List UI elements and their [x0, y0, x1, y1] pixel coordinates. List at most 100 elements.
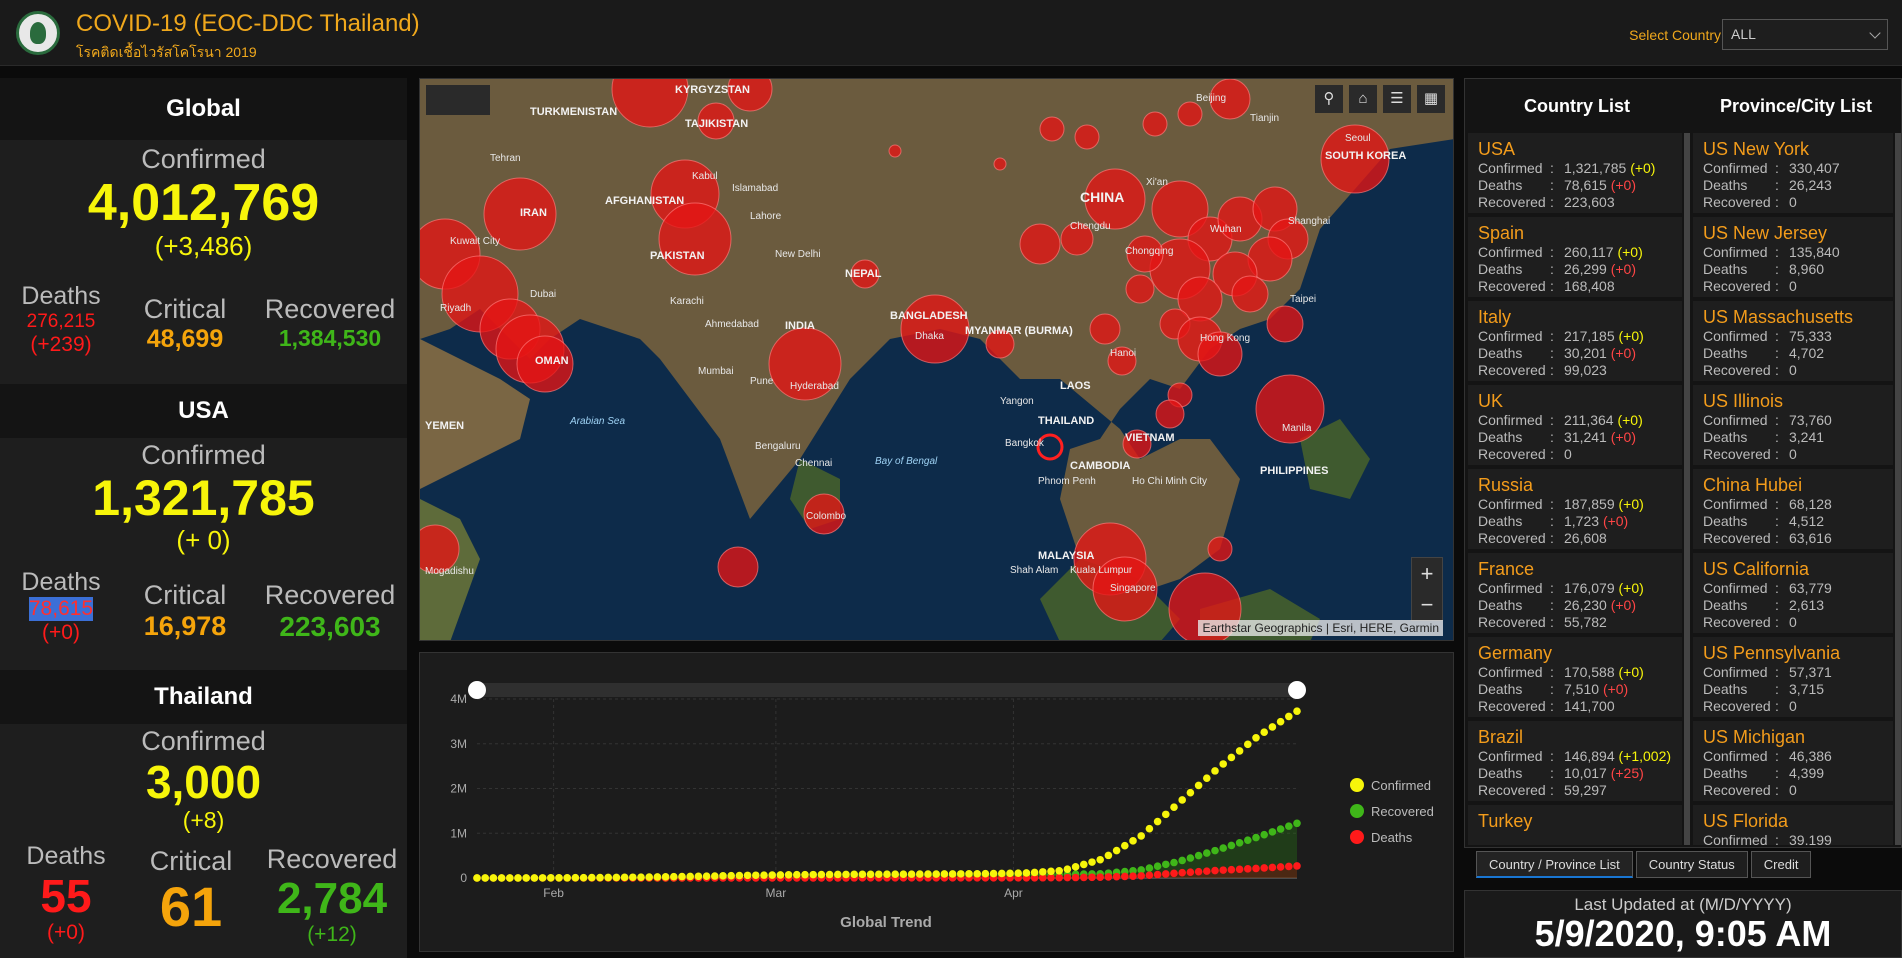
data-point[interactable] — [768, 871, 776, 879]
data-point[interactable] — [653, 873, 662, 881]
data-point[interactable] — [883, 870, 891, 879]
data-point[interactable] — [1162, 860, 1170, 869]
data-point[interactable] — [1080, 860, 1088, 869]
data-point[interactable] — [1219, 844, 1227, 852]
case-bubble[interactable] — [420, 524, 460, 574]
country-list-item[interactable]: Brazil Confirmed:146,894 (+1,002) Deaths:1… — [1468, 721, 1682, 801]
province-list-item[interactable]: US New York Confirmed:330,407 Deaths:26,24… — [1693, 133, 1893, 213]
province-list-item[interactable]: US New Jersey Confirmed:135,840 Deaths:8,9… — [1693, 217, 1893, 297]
data-point[interactable] — [1096, 855, 1104, 864]
data-point[interactable] — [1260, 728, 1268, 737]
data-point[interactable] — [1014, 869, 1022, 878]
data-point[interactable] — [1219, 866, 1227, 874]
data-point[interactable] — [563, 873, 571, 882]
data-point[interactable] — [998, 869, 1006, 878]
data-point[interactable] — [711, 872, 719, 880]
data-point[interactable] — [1030, 868, 1039, 877]
data-point[interactable] — [1235, 865, 1244, 874]
data-point[interactable] — [1194, 781, 1203, 790]
data-point[interactable] — [1112, 846, 1121, 855]
data-point[interactable] — [1088, 858, 1096, 866]
data-point[interactable] — [588, 873, 596, 882]
data-point[interactable] — [1121, 841, 1129, 850]
data-point[interactable] — [1153, 870, 1162, 879]
data-point[interactable] — [1268, 863, 1277, 872]
case-bubble[interactable] — [1125, 274, 1155, 304]
data-point[interactable] — [1162, 810, 1170, 819]
data-point[interactable] — [1260, 830, 1268, 839]
data-point[interactable] — [489, 874, 498, 882]
case-bubble[interactable] — [1126, 235, 1164, 273]
case-bubble[interactable] — [803, 493, 845, 535]
data-point[interactable] — [1252, 833, 1260, 842]
data-point[interactable] — [1153, 817, 1162, 826]
data-point[interactable] — [1055, 873, 1063, 882]
data-point[interactable] — [752, 871, 760, 880]
country-list-item[interactable]: Spain Confirmed:260,117 (+0) Deaths:26,299… — [1468, 217, 1682, 297]
data-point[interactable] — [620, 873, 629, 882]
data-point[interactable] — [1022, 869, 1031, 877]
data-point[interactable] — [571, 873, 580, 882]
case-bubble[interactable] — [768, 327, 842, 401]
country-list[interactable]: USA Confirmed:1,321,785 (+0) Deaths:78,615… — [1468, 133, 1682, 845]
data-point[interactable] — [1080, 873, 1088, 882]
data-point[interactable] — [1244, 865, 1252, 873]
data-point[interactable] — [801, 870, 809, 879]
case-bubble[interactable] — [1084, 168, 1146, 230]
case-bubble[interactable] — [516, 335, 574, 393]
country-list-item[interactable]: UK Confirmed:211,364 (+0) Deaths:31,241 (+… — [1468, 385, 1682, 465]
case-bubble[interactable] — [900, 294, 970, 364]
data-point[interactable] — [1145, 871, 1154, 880]
data-point[interactable] — [948, 870, 957, 878]
data-point[interactable] — [1129, 872, 1137, 880]
tab-country-status[interactable]: Country Status — [1635, 851, 1748, 878]
data-point[interactable] — [1186, 868, 1195, 876]
data-point[interactable] — [547, 874, 555, 882]
country-list-item[interactable]: Russia Confirmed:187,859 (+0) Deaths:1,723… — [1468, 469, 1682, 549]
case-bubble[interactable] — [1122, 429, 1152, 459]
data-point[interactable] — [1285, 822, 1293, 830]
data-point[interactable] — [1203, 849, 1211, 857]
data-point[interactable] — [612, 873, 621, 882]
province-list-item[interactable]: US Illinois Confirmed:73,760 Deaths:3,241 R… — [1693, 385, 1893, 465]
home-icon[interactable]: ⌂ — [1349, 85, 1377, 113]
case-bubble[interactable] — [1074, 124, 1100, 150]
case-bubble[interactable] — [1209, 79, 1251, 120]
data-point[interactable] — [497, 874, 506, 882]
data-point[interactable] — [555, 873, 563, 882]
data-point[interactable] — [1153, 862, 1162, 871]
data-point[interactable] — [924, 870, 932, 878]
province-list-item[interactable]: US California Confirmed:63,779 Deaths:2,61… — [1693, 553, 1893, 633]
world-map[interactable]: TURKMENISTAN KYRGYZSTAN TAJIKISTAN IRAN … — [419, 78, 1454, 641]
data-point[interactable] — [907, 870, 916, 878]
province-list-item[interactable]: US Pennsylvania Confirmed:57,371 Deaths:3,… — [1693, 637, 1893, 717]
data-point[interactable] — [1211, 846, 1219, 855]
data-point[interactable] — [1235, 839, 1244, 847]
data-point[interactable] — [1260, 864, 1268, 872]
data-point[interactable] — [842, 870, 850, 879]
data-point[interactable] — [1244, 836, 1252, 844]
data-point[interactable] — [1227, 753, 1236, 762]
data-point[interactable] — [1039, 873, 1047, 882]
data-point[interactable] — [1293, 862, 1301, 870]
data-point[interactable] — [1178, 868, 1186, 877]
province-list-scrollbar[interactable] — [1895, 133, 1901, 845]
data-point[interactable] — [899, 870, 908, 878]
data-point[interactable] — [809, 870, 817, 879]
data-point[interactable] — [940, 870, 949, 878]
case-bubble[interactable] — [850, 259, 880, 289]
data-point[interactable] — [1285, 862, 1293, 871]
data-point[interactable] — [1252, 733, 1260, 742]
data-point[interactable] — [661, 873, 670, 881]
data-point[interactable] — [1293, 707, 1301, 715]
province-list-item[interactable]: US Florida Confirmed:39,199 — [1693, 805, 1893, 845]
data-point[interactable] — [1285, 712, 1293, 721]
data-point[interactable] — [1137, 832, 1145, 840]
data-point[interactable] — [957, 870, 965, 878]
data-point[interactable] — [1276, 863, 1285, 871]
data-point[interactable] — [793, 870, 801, 879]
data-point[interactable] — [506, 874, 514, 882]
data-point[interactable] — [981, 869, 990, 878]
data-point[interactable] — [973, 869, 981, 878]
data-point[interactable] — [784, 870, 793, 879]
